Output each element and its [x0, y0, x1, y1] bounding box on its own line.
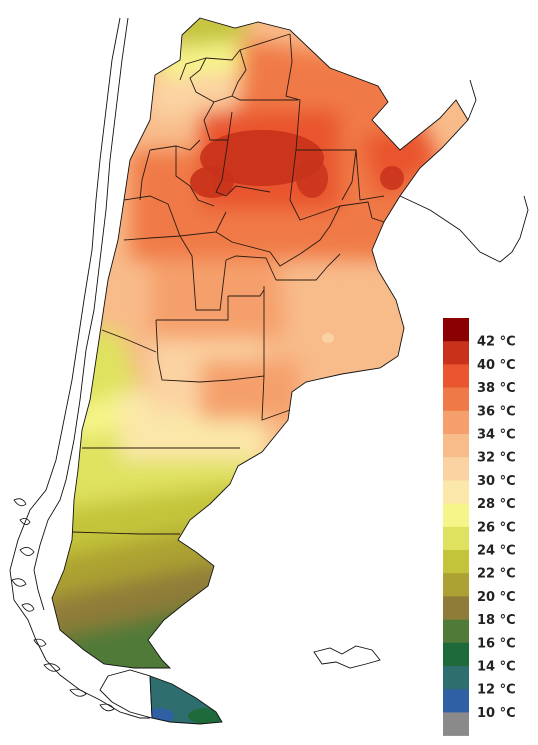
tierra-del-fuego-chile	[99, 669, 153, 719]
malvinas-islands	[313, 645, 381, 669]
chile-coastline-inner	[33, 17, 129, 611]
province-boundaries	[71, 33, 385, 535]
brazil-coastline	[467, 79, 477, 121]
southern-islands	[11, 498, 115, 712]
argentina-outline	[51, 17, 469, 669]
uruguay-coastline	[399, 195, 529, 263]
tierra-del-fuego-temperature	[150, 676, 222, 724]
